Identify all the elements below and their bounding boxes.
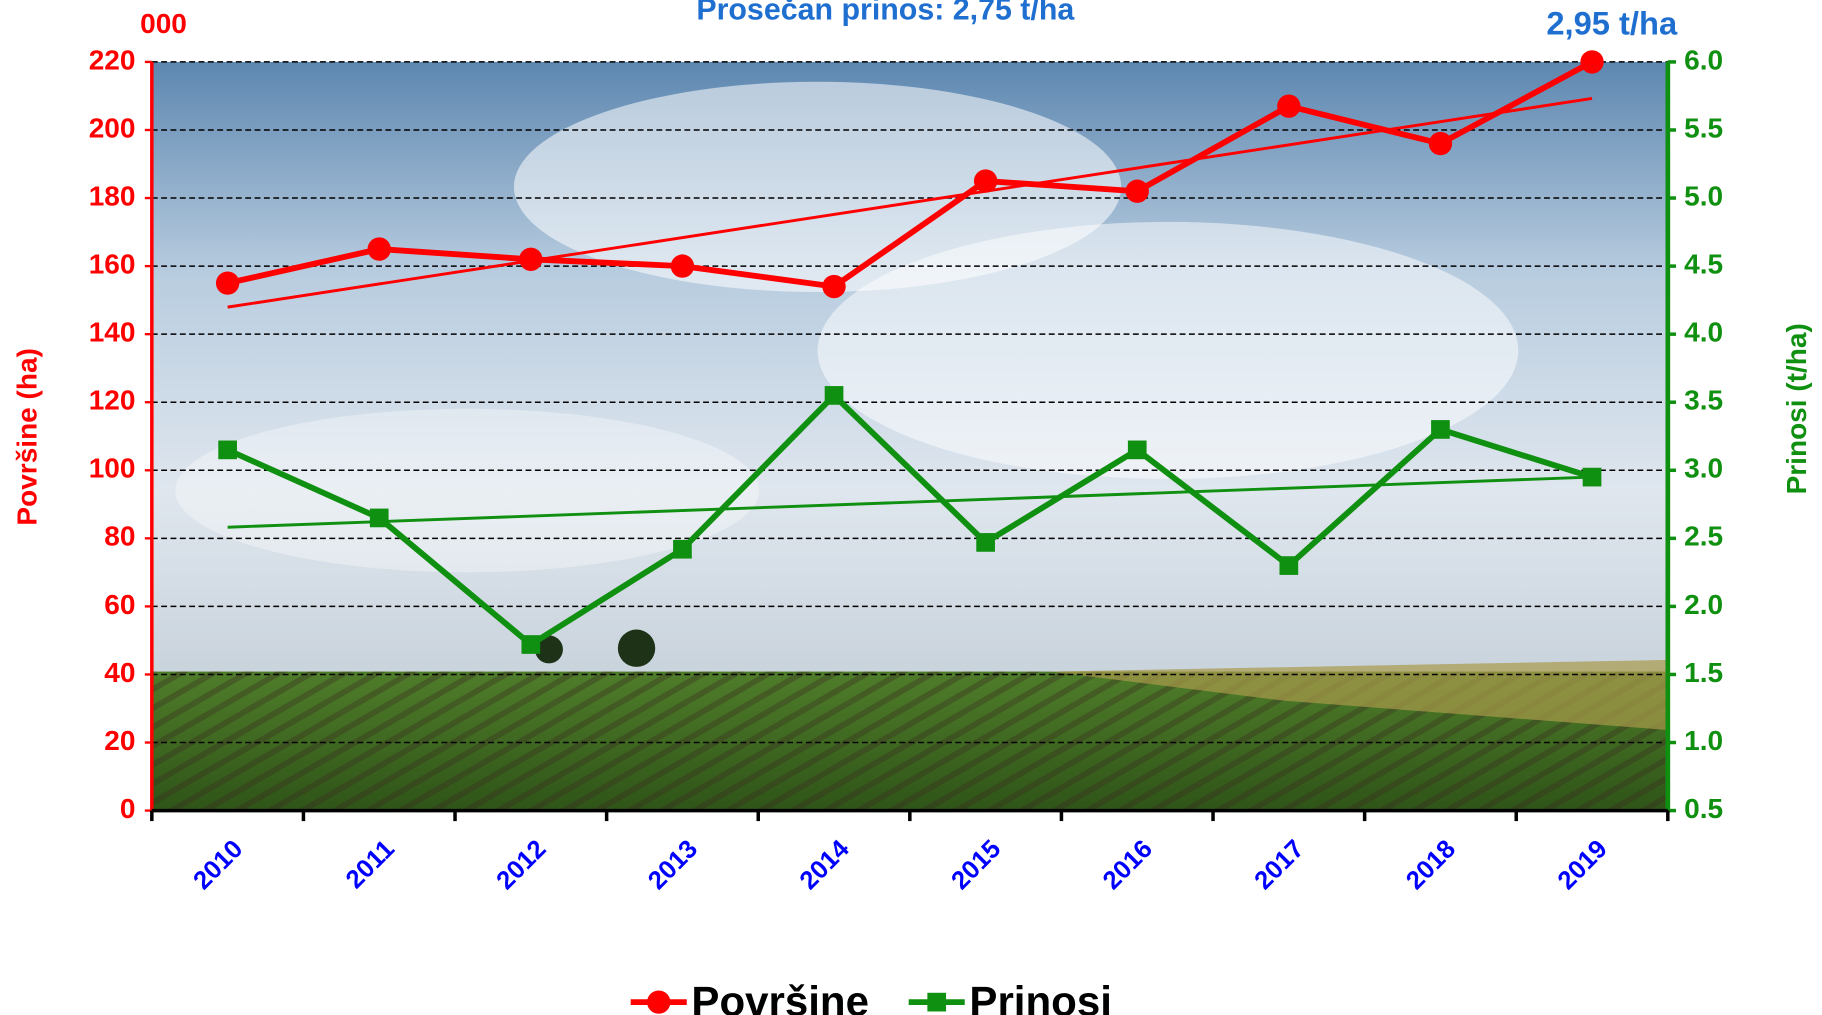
y-tick-label: 220 [89,44,136,75]
point [216,271,239,294]
tree [618,630,655,667]
point [218,441,237,460]
cloud [818,222,1519,479]
x-tick-label: 2016 [1098,835,1158,895]
y-tick-label: 180 [89,180,136,211]
y-tick-label: 20 [104,725,135,756]
x-tick-label: 2010 [188,835,248,895]
y2-tick-label: 5.5 [1684,112,1723,143]
y-tick-label: 60 [104,589,135,620]
y2-tick-label: 6.0 [1684,44,1723,75]
point [1431,420,1450,439]
point [1279,556,1298,575]
point [1277,94,1300,117]
point [1128,441,1147,460]
y2-tick-label: 0.5 [1684,793,1723,824]
legend: Površine Prinosi [631,978,1112,1015]
point [1580,50,1603,73]
y-tick-label: 0 [120,793,136,824]
point [519,248,542,271]
unit-note: 000 [140,8,187,39]
point [976,533,995,552]
y2-axis-label: Prinosi (t/ha) [1781,323,1812,494]
y2-tick-label: 1.5 [1684,657,1723,688]
x-tick-label: 2014 [795,834,856,895]
y-tick-label: 100 [89,453,136,484]
y2-tick-label: 1.0 [1684,725,1723,756]
legend-label: Površine [691,978,869,1015]
point [671,254,694,277]
x-tick-label: 2015 [946,835,1006,895]
legend-marker [927,993,946,1012]
point [1583,468,1602,487]
y-tick-label: 140 [89,317,136,348]
y2-tick-label: 2.0 [1684,589,1723,620]
point [1429,132,1452,155]
y-tick-label: 200 [89,112,136,143]
x-tick-label: 2018 [1401,835,1461,895]
legend-marker [647,990,670,1013]
y2-tick-label: 5.0 [1684,180,1723,211]
point [822,275,845,298]
y-tick-label: 80 [104,521,135,552]
chart-title: Prosečan prinos: 2,75 t/ha [696,0,1075,27]
y2-tick-label: 3.0 [1684,453,1723,484]
y-axis-label: Površine (ha) [12,348,43,525]
y-tick-label: 120 [89,385,136,416]
legend-label: Prinosi [969,978,1111,1015]
y2-tick-label: 3.5 [1684,385,1723,416]
x-tick-label: 2012 [491,835,551,895]
y2-tick-label: 4.5 [1684,249,1723,280]
x-tick-label: 2013 [643,835,703,895]
point [1126,180,1149,203]
y2-tick-label: 4.0 [1684,317,1723,348]
point [370,509,389,528]
y2-tick-label: 2.5 [1684,521,1723,552]
page: {"chart_data": { "type": "line", "title"… [0,0,1822,1015]
annotation: 2,95 t/ha [1546,4,1678,41]
y-tick-label: 40 [104,657,135,688]
point [368,237,391,260]
y-tick-label: 160 [89,249,136,280]
chart: Prosečan prinos: 2,75 t/ha 000 2,95 t/ha… [0,0,1822,1015]
point [974,169,997,192]
x-tick-label: 2019 [1553,835,1613,895]
point [825,386,844,405]
cloud [175,409,759,573]
point [521,635,540,654]
point [673,540,692,559]
x-tick-label: 2011 [341,835,400,894]
x-tick-label: 2017 [1249,835,1309,895]
